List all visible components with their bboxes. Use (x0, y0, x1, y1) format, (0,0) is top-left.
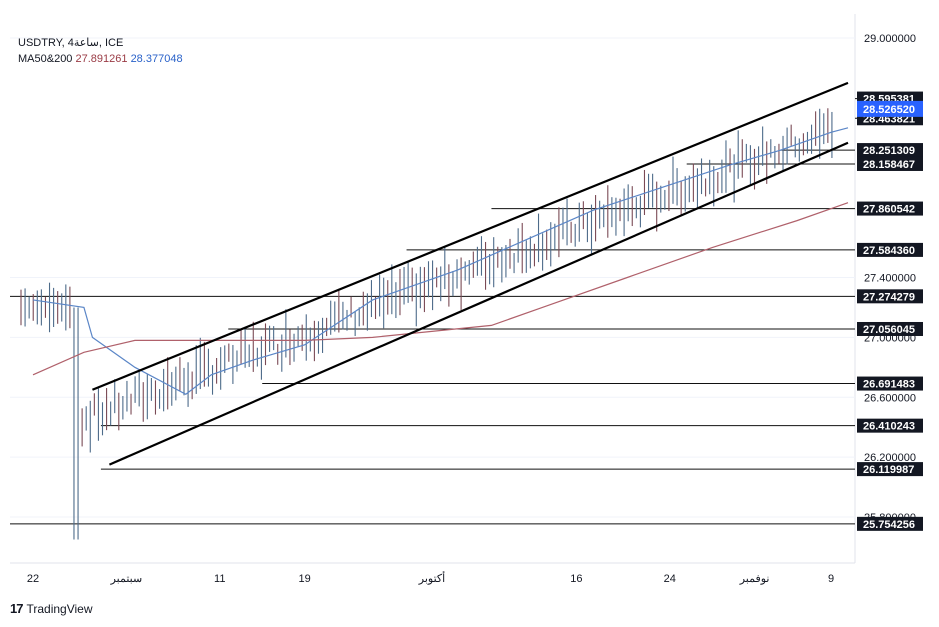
price-level-badge (857, 418, 923, 433)
price-level-label: 27.860542 (863, 204, 915, 216)
price-level-badge (857, 201, 923, 216)
price-level-label: 28.251309 (863, 145, 915, 157)
trend-channel-line (92, 81, 849, 391)
ma50-value: 27.891261 (75, 53, 128, 65)
price-level-label: 26.691483 (863, 379, 915, 391)
price-level-label: 26.410243 (863, 421, 915, 433)
price-level-badge (857, 376, 923, 391)
price-level-label: 26.119987 (863, 464, 914, 476)
x-tick-label: نوفمبر (739, 573, 770, 585)
price-level-label: 27.584360 (863, 245, 915, 257)
price-level-badge (857, 462, 923, 477)
symbol-title[interactable]: USDTRY, 4ساعة, ICE (18, 37, 124, 49)
x-tick-label: 11 (214, 573, 225, 585)
y-tick-label: 27.400000 (864, 273, 916, 285)
current-price-badge (857, 100, 923, 117)
tradingview-logo-icon: 17 (10, 601, 24, 616)
current-price-label: 28.526520 (863, 104, 915, 116)
price-level-label: 27.056045 (863, 324, 915, 336)
chart-legend: USDTRY, 4ساعة, ICE MA50&200 27.891261 28… (18, 35, 183, 67)
y-tick-label: 26.200000 (864, 452, 916, 464)
price-level-badge (857, 156, 923, 171)
x-tick-label: 22 (27, 573, 39, 585)
ma200-value: 28.377048 (130, 53, 183, 65)
x-tick-label: 19 (299, 573, 311, 585)
price-level-label: 28.158467 (863, 159, 915, 171)
price-level-label: 27.274279 (863, 291, 915, 303)
y-tick-label: 29.000000 (864, 33, 916, 45)
moving-average-line (32, 127, 849, 395)
x-tick-label: 24 (664, 573, 676, 585)
x-tick-label: أكتوبر (418, 571, 445, 585)
indicator-legend[interactable]: MA50&200 27.891261 28.377048 (18, 51, 183, 67)
tradingview-footer[interactable]: 17 TradingView (10, 601, 93, 616)
ma-label: MA50&200 (18, 53, 73, 65)
price-level-badge (857, 321, 923, 336)
price-level-badge (857, 143, 923, 158)
price-level-badge (857, 242, 923, 257)
x-tick-label: 16 (570, 573, 582, 585)
price-level-badge (857, 516, 923, 531)
moving-average-line (32, 202, 849, 376)
x-tick-label: سبتمبر (110, 573, 143, 585)
x-tick-label: 9 (828, 573, 834, 585)
y-tick-label: 26.600000 (864, 392, 916, 404)
brand-name: TradingView (26, 601, 93, 616)
trend-channel-line (108, 141, 849, 466)
price-level-label: 25.754256 (863, 519, 915, 531)
price-level-badge (857, 289, 923, 304)
